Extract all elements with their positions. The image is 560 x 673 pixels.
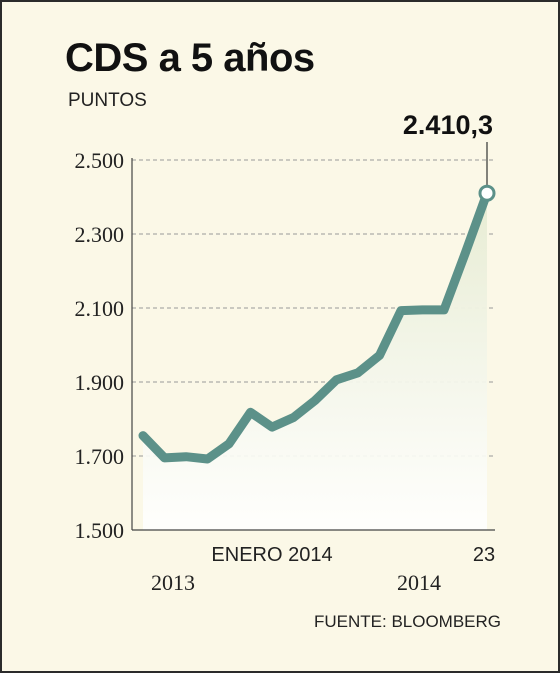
y-axis-units: PUNTOS [68, 90, 147, 111]
data-point [140, 432, 146, 439]
x-label-period: ENERO 2014 [211, 544, 332, 566]
y-tick-label: 1.500 [75, 518, 125, 543]
data-point [462, 249, 469, 256]
y-tick-label: 1.700 [75, 444, 125, 469]
data-point [333, 376, 340, 383]
data-point [161, 454, 168, 461]
data-point [419, 306, 426, 313]
y-tick-label: 1.900 [75, 370, 125, 395]
x-label-last-day: 23 [473, 544, 495, 566]
y-tick-label: 2.500 [75, 148, 125, 173]
data-point [204, 456, 211, 462]
x-label-year-2013: 2013 [151, 570, 195, 595]
data-point [226, 440, 232, 447]
data-point [183, 453, 189, 460]
source-note: FUENTE: BLOOMBERG [314, 612, 502, 631]
chart-title: CDS a 5 años [65, 36, 315, 80]
y-tick-labels: 1.500 1.700 1.900 2.100 2.300 2.500 [75, 148, 125, 543]
data-point [312, 397, 318, 404]
x-label-year-2014: 2014 [397, 570, 441, 595]
last-value-label: 2.410,3 [403, 110, 493, 140]
data-points [140, 190, 490, 462]
data-point [269, 424, 275, 431]
data-point [441, 306, 447, 313]
data-point [290, 414, 297, 421]
data-point [376, 352, 383, 359]
y-tick-label: 2.100 [75, 296, 125, 321]
last-value-marker [478, 184, 496, 202]
data-point [355, 369, 361, 376]
y-tick-label: 2.300 [75, 222, 125, 247]
area-fill [143, 193, 487, 530]
data-point [247, 409, 254, 416]
data-point [398, 307, 404, 314]
